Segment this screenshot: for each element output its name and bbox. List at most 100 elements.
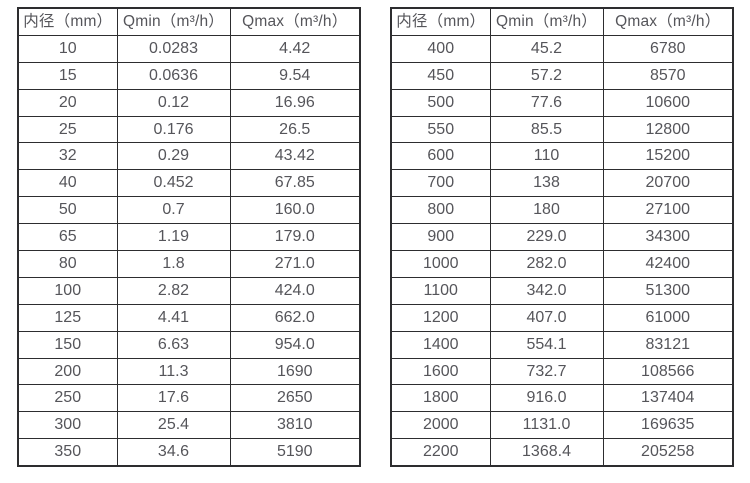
data-cell: 1368.4 xyxy=(489,438,604,467)
data-cell: 138 xyxy=(489,169,604,198)
table-row: 150 6.63 954.0 xyxy=(17,330,361,359)
data-cell: 12800 xyxy=(602,115,734,144)
data-cell: 67.85 xyxy=(229,169,361,198)
data-cell: 169635 xyxy=(602,411,734,440)
data-cell: 400 xyxy=(390,34,491,63)
data-cell: 550 xyxy=(390,115,491,144)
data-cell: 2650 xyxy=(229,384,361,413)
data-cell: 57.2 xyxy=(489,61,604,90)
data-cell: 282.0 xyxy=(489,250,604,278)
data-cell: 4.41 xyxy=(116,303,231,332)
data-cell: 40 xyxy=(17,169,118,198)
table-row: 500 77.6 10600 xyxy=(390,88,734,117)
data-cell: 300 xyxy=(17,411,118,440)
table-row: 80 1.8 271.0 xyxy=(17,250,361,278)
data-cell: 83121 xyxy=(602,330,734,359)
column-header: Qmin（m³/h） xyxy=(116,7,231,36)
data-cell: 229.0 xyxy=(489,223,604,252)
data-cell: 100 xyxy=(17,276,118,305)
table-row: 65 1.19 179.0 xyxy=(17,223,361,252)
table-row: 400 45.2 6780 xyxy=(390,34,734,63)
table-row: 600 110 15200 xyxy=(390,142,734,171)
data-cell: 2.82 xyxy=(116,276,231,305)
table-row: 100 2.82 424.0 xyxy=(17,276,361,305)
data-cell: 1131.0 xyxy=(489,411,604,440)
table-row: 300 25.4 3810 xyxy=(17,411,361,440)
table-row: 800 180 27100 xyxy=(390,196,734,225)
data-cell: 1690 xyxy=(229,357,361,386)
data-cell: 2000 xyxy=(390,411,491,440)
data-cell: 662.0 xyxy=(229,303,361,332)
column-header: Qmax（m³/h） xyxy=(602,7,734,36)
header-row: 内径（mm） Qmin（m³/h） Qmax（m³/h） xyxy=(390,7,734,36)
data-cell: 554.1 xyxy=(489,330,604,359)
table-row: 550 85.5 12800 xyxy=(390,115,734,144)
data-cell: 954.0 xyxy=(229,330,361,359)
table-row: 15 0.0636 9.54 xyxy=(17,61,361,90)
data-cell: 45.2 xyxy=(489,34,604,63)
data-cell: 15 xyxy=(17,61,118,90)
data-cell: 700 xyxy=(390,169,491,198)
data-cell: 1.8 xyxy=(116,250,231,278)
data-cell: 179.0 xyxy=(229,223,361,252)
data-cell: 732.7 xyxy=(489,357,604,386)
data-cell: 3810 xyxy=(229,411,361,440)
data-cell: 350 xyxy=(17,438,118,467)
table-row: 2000 1131.0 169635 xyxy=(390,411,734,440)
data-cell: 77.6 xyxy=(489,88,604,117)
data-cell: 80 xyxy=(17,250,118,278)
data-cell: 271.0 xyxy=(229,250,361,278)
flow-table-large-diameters: 内径（mm） Qmin（m³/h） Qmax（m³/h） 400 45.2 6780 450… xyxy=(390,7,734,468)
data-cell: 43.42 xyxy=(229,142,361,171)
data-cell: 0.29 xyxy=(116,142,231,171)
table-row: 350 34.6 5190 xyxy=(17,438,361,467)
data-cell: 1.19 xyxy=(116,223,231,252)
table-row: 20 0.12 16.96 xyxy=(17,88,361,117)
data-cell: 1800 xyxy=(390,384,491,413)
data-cell: 61000 xyxy=(602,303,734,332)
table-row: 1100 342.0 51300 xyxy=(390,276,734,305)
data-cell: 0.7 xyxy=(116,196,231,225)
data-cell: 110 xyxy=(489,142,604,171)
data-cell: 1200 xyxy=(390,303,491,332)
data-cell: 180 xyxy=(489,196,604,225)
data-cell: 10600 xyxy=(602,88,734,117)
data-cell: 20 xyxy=(17,88,118,117)
data-cell: 342.0 xyxy=(489,276,604,305)
data-cell: 0.176 xyxy=(116,115,231,144)
data-cell: 17.6 xyxy=(116,384,231,413)
data-cell: 108566 xyxy=(602,357,734,386)
data-cell: 800 xyxy=(390,196,491,225)
table-row: 1000 282.0 42400 xyxy=(390,250,734,278)
data-cell: 51300 xyxy=(602,276,734,305)
column-header: 内径（mm） xyxy=(17,7,118,36)
data-cell: 125 xyxy=(17,303,118,332)
data-cell: 25 xyxy=(17,115,118,144)
data-cell: 500 xyxy=(390,88,491,117)
data-cell: 11.3 xyxy=(116,357,231,386)
table-row: 200 11.3 1690 xyxy=(17,357,361,386)
data-cell: 15200 xyxy=(602,142,734,171)
data-cell: 900 xyxy=(390,223,491,252)
data-cell: 2200 xyxy=(390,438,491,467)
data-cell: 9.54 xyxy=(229,61,361,90)
data-cell: 42400 xyxy=(602,250,734,278)
header-row: 内径（mm） Qmin（m³/h） Qmax（m³/h） xyxy=(17,7,361,36)
column-header: 内径（mm） xyxy=(390,7,491,36)
table-row: 32 0.29 43.42 xyxy=(17,142,361,171)
data-cell: 1600 xyxy=(390,357,491,386)
table-row: 1600 732.7 108566 xyxy=(390,357,734,386)
table-row: 1200 407.0 61000 xyxy=(390,303,734,332)
column-header: Qmin（m³/h） xyxy=(489,7,604,36)
data-cell: 0.452 xyxy=(116,169,231,198)
table-row: 1800 916.0 137404 xyxy=(390,384,734,413)
data-cell: 0.12 xyxy=(116,88,231,117)
data-cell: 0.0636 xyxy=(116,61,231,90)
table-row: 900 229.0 34300 xyxy=(390,223,734,252)
data-cell: 205258 xyxy=(602,438,734,467)
data-cell: 16.96 xyxy=(229,88,361,117)
data-cell: 25.4 xyxy=(116,411,231,440)
data-cell: 27100 xyxy=(602,196,734,225)
data-cell: 1000 xyxy=(390,250,491,278)
data-cell: 600 xyxy=(390,142,491,171)
